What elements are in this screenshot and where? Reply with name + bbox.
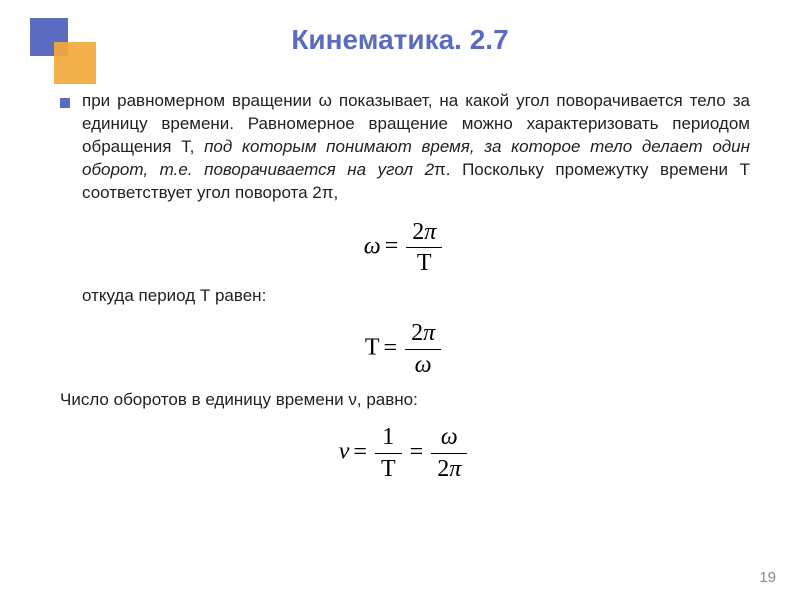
equals: = xyxy=(353,439,367,465)
numerator: 2π xyxy=(406,219,442,248)
fraction: 2πω xyxy=(405,320,441,378)
numerator: 2π xyxy=(405,320,441,349)
main-paragraph: при равномерном вращении ω показывает, н… xyxy=(82,90,750,205)
formula-period: T= 2πω xyxy=(60,320,750,378)
numerator: ω xyxy=(431,424,467,453)
formula-omega: ω= 2πT xyxy=(60,219,750,277)
fraction-1: 1T xyxy=(375,424,402,482)
lhs: T xyxy=(365,335,380,361)
bullet-icon xyxy=(60,98,70,108)
fraction-2: ω2π xyxy=(431,424,467,482)
lhs: ω xyxy=(364,233,381,259)
numerator: 1 xyxy=(375,424,402,453)
equals: = xyxy=(385,233,399,259)
bullet-paragraph: при равномерном вращении ω показывает, н… xyxy=(60,90,750,205)
page-number: 19 xyxy=(759,569,776,586)
denominator: ω xyxy=(405,350,441,378)
formula-frequency: ν=1T=ω2π xyxy=(60,424,750,482)
fraction: 2πT xyxy=(406,219,442,277)
period-line: откуда период Т равен: xyxy=(82,286,750,306)
equals: = xyxy=(384,335,398,361)
pi-symbol: π xyxy=(434,160,446,179)
denominator: 2π xyxy=(431,454,467,482)
equals: = xyxy=(410,439,424,465)
lhs: ν xyxy=(339,439,350,465)
slide-content: при равномерном вращении ω показывает, н… xyxy=(60,90,750,488)
denominator: T xyxy=(406,248,442,276)
slide-title: Кинематика. 2.7 xyxy=(0,24,800,56)
frequency-line: Число оборотов в единицу времени ν, равн… xyxy=(60,390,750,410)
denominator: T xyxy=(375,454,402,482)
text-segment: , xyxy=(334,183,339,202)
pi-symbol: π xyxy=(322,183,334,202)
